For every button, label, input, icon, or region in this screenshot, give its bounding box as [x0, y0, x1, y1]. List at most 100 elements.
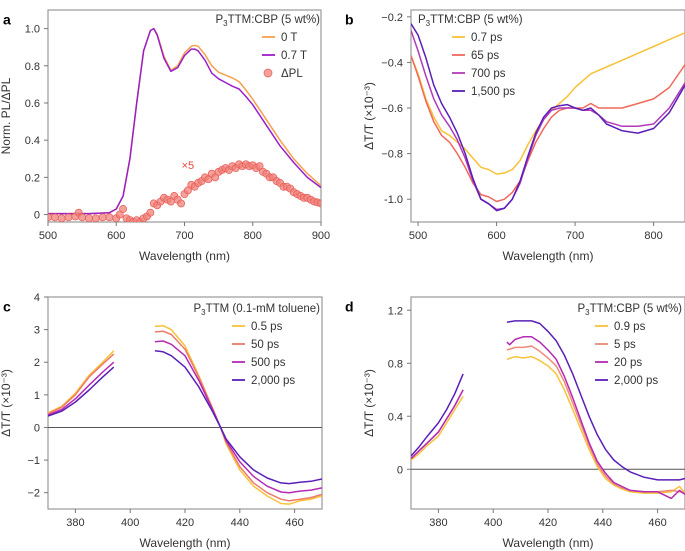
- panel-d: d 380 400 420 440 460 0 0.4 0.8 1.2 Wavelength (nm…: [345, 296, 685, 550]
- y-tick-label: −0.2: [381, 12, 403, 24]
- legend-title: P3TTM:CBP (5 wt%): [577, 303, 682, 317]
- data-point: [50, 213, 59, 222]
- legend-entry: 0.7 ps: [452, 32, 503, 44]
- data-point: [85, 214, 93, 222]
- x-tick-label: 380: [66, 517, 84, 529]
- series-65-ps: [411, 55, 685, 203]
- series-500-ps: [48, 340, 322, 494]
- y-axis-title: ΔT/T (×10⁻³): [362, 369, 376, 437]
- legend-label: 0.7 ps: [471, 32, 503, 44]
- series-line: [48, 366, 115, 417]
- x-tick-label: 400: [484, 517, 502, 529]
- x-tick-label: 800: [644, 230, 662, 242]
- series-0-5-ps: [48, 324, 322, 505]
- series-line: [506, 345, 685, 494]
- y-tick-label: −0.8: [381, 149, 403, 161]
- series-line: [154, 324, 322, 505]
- legend-label: ΔPL: [281, 68, 303, 80]
- x-tick-label: 800: [244, 230, 262, 242]
- series-line: [154, 340, 322, 494]
- legend-entry: 2,000 ps: [595, 375, 658, 387]
- data-area: [411, 23, 685, 212]
- legend-entry: 0.7 T: [262, 50, 307, 62]
- y-tick-label: 0.4: [25, 135, 40, 147]
- series-line: [48, 27, 321, 215]
- x-tick-label: 460: [648, 517, 666, 529]
- x-tick-label: 420: [539, 517, 557, 529]
- legend-label: 700 ps: [471, 68, 506, 80]
- series-700-ps: [411, 30, 685, 211]
- series-line: [411, 396, 464, 461]
- y-tick-label: 0: [397, 464, 403, 476]
- y-axis-title: ΔT/T (×10⁻³): [0, 369, 13, 437]
- plot-frame: [410, 9, 685, 223]
- legend-label: 65 ps: [471, 50, 499, 62]
- x-tick-label: 600: [487, 230, 505, 242]
- series-line: [48, 361, 115, 416]
- y-tick-label: −2: [27, 488, 40, 500]
- series-line: [411, 373, 464, 457]
- x-axis-title: Wavelength (nm): [140, 536, 231, 550]
- legend-entry: 20 ps: [595, 357, 642, 369]
- x-axis-title: Wavelength (nm): [503, 249, 594, 263]
- data-point: [146, 208, 155, 217]
- legend-label: 500 ps: [251, 357, 286, 369]
- x-tick-label: 420: [176, 517, 194, 529]
- legend-label: 50 ps: [251, 339, 279, 351]
- data-point: [119, 205, 128, 213]
- x-tick-label: 380: [429, 517, 447, 529]
- y-tick-label: 3: [34, 325, 40, 337]
- legend-title: P3TTM:CBP (5 wt%): [418, 14, 523, 28]
- legend-entry: 0 T: [262, 32, 297, 44]
- y-axis-title: ΔT/T (×10⁻³): [362, 82, 376, 150]
- series-0-9-ps: [411, 355, 685, 494]
- series-20-ps: [411, 336, 685, 500]
- legend-entry: 2,000 ps: [232, 375, 295, 387]
- data-point: [78, 213, 87, 222]
- data-area: [48, 27, 321, 222]
- series-0-7-T: [48, 27, 321, 215]
- y-tick-label: 1.2: [388, 305, 403, 317]
- data-point: [317, 199, 321, 208]
- legend-entry: 65 ps: [452, 50, 499, 62]
- x-tick-label: 500: [409, 230, 427, 242]
- panel-a: a 500 600 700 800 900 0 0.2 0.4 0.6 0.8 1.0 Waveleng…: [0, 9, 330, 263]
- y-tick-label: 0.8: [388, 358, 403, 370]
- data-point: [91, 214, 100, 222]
- series-line: [154, 350, 322, 485]
- legend-entry: 700 ps: [452, 68, 506, 80]
- series-line: [411, 32, 685, 175]
- x-tick-label: 700: [566, 230, 584, 242]
- legend-label: 2,000 ps: [251, 375, 295, 387]
- panel-letter: a: [3, 11, 11, 27]
- legend-label: 0.7 T: [281, 50, 307, 62]
- y-tick-label: 0.4: [388, 411, 403, 423]
- legend-label: 0.9 ps: [614, 321, 646, 333]
- legend-entry: 500 ps: [232, 357, 286, 369]
- x-tick-label: 600: [107, 230, 125, 242]
- legend-label: 2,000 ps: [614, 375, 658, 387]
- data-area: [411, 320, 685, 500]
- panel-letter: d: [345, 298, 354, 314]
- data-point: [177, 199, 186, 208]
- annotation: ×5: [182, 160, 195, 172]
- y-axis-title: Norm. PL/ΔPL: [0, 77, 13, 154]
- panel-letter: c: [3, 298, 11, 314]
- series-2-000-ps: [48, 350, 322, 485]
- legend-title: P3TTM:CBP (5 wt%): [215, 14, 320, 28]
- y-tick-label: 0.6: [25, 98, 40, 110]
- legend-entry: 5 ps: [595, 339, 636, 351]
- series-line: [411, 55, 685, 203]
- series-PL: [48, 160, 321, 222]
- series-line: [48, 353, 115, 415]
- y-tick-label: −1: [27, 455, 40, 467]
- x-tick-label: 440: [594, 517, 612, 529]
- y-tick-label: −0.4: [381, 57, 403, 69]
- legend-entry: 0.5 ps: [232, 321, 283, 333]
- series-line: [506, 355, 685, 494]
- data-point: [64, 213, 73, 222]
- legend-label: 1,500 ps: [471, 86, 515, 98]
- y-tick-label: −0.6: [381, 103, 403, 115]
- x-tick-label: 500: [39, 230, 57, 242]
